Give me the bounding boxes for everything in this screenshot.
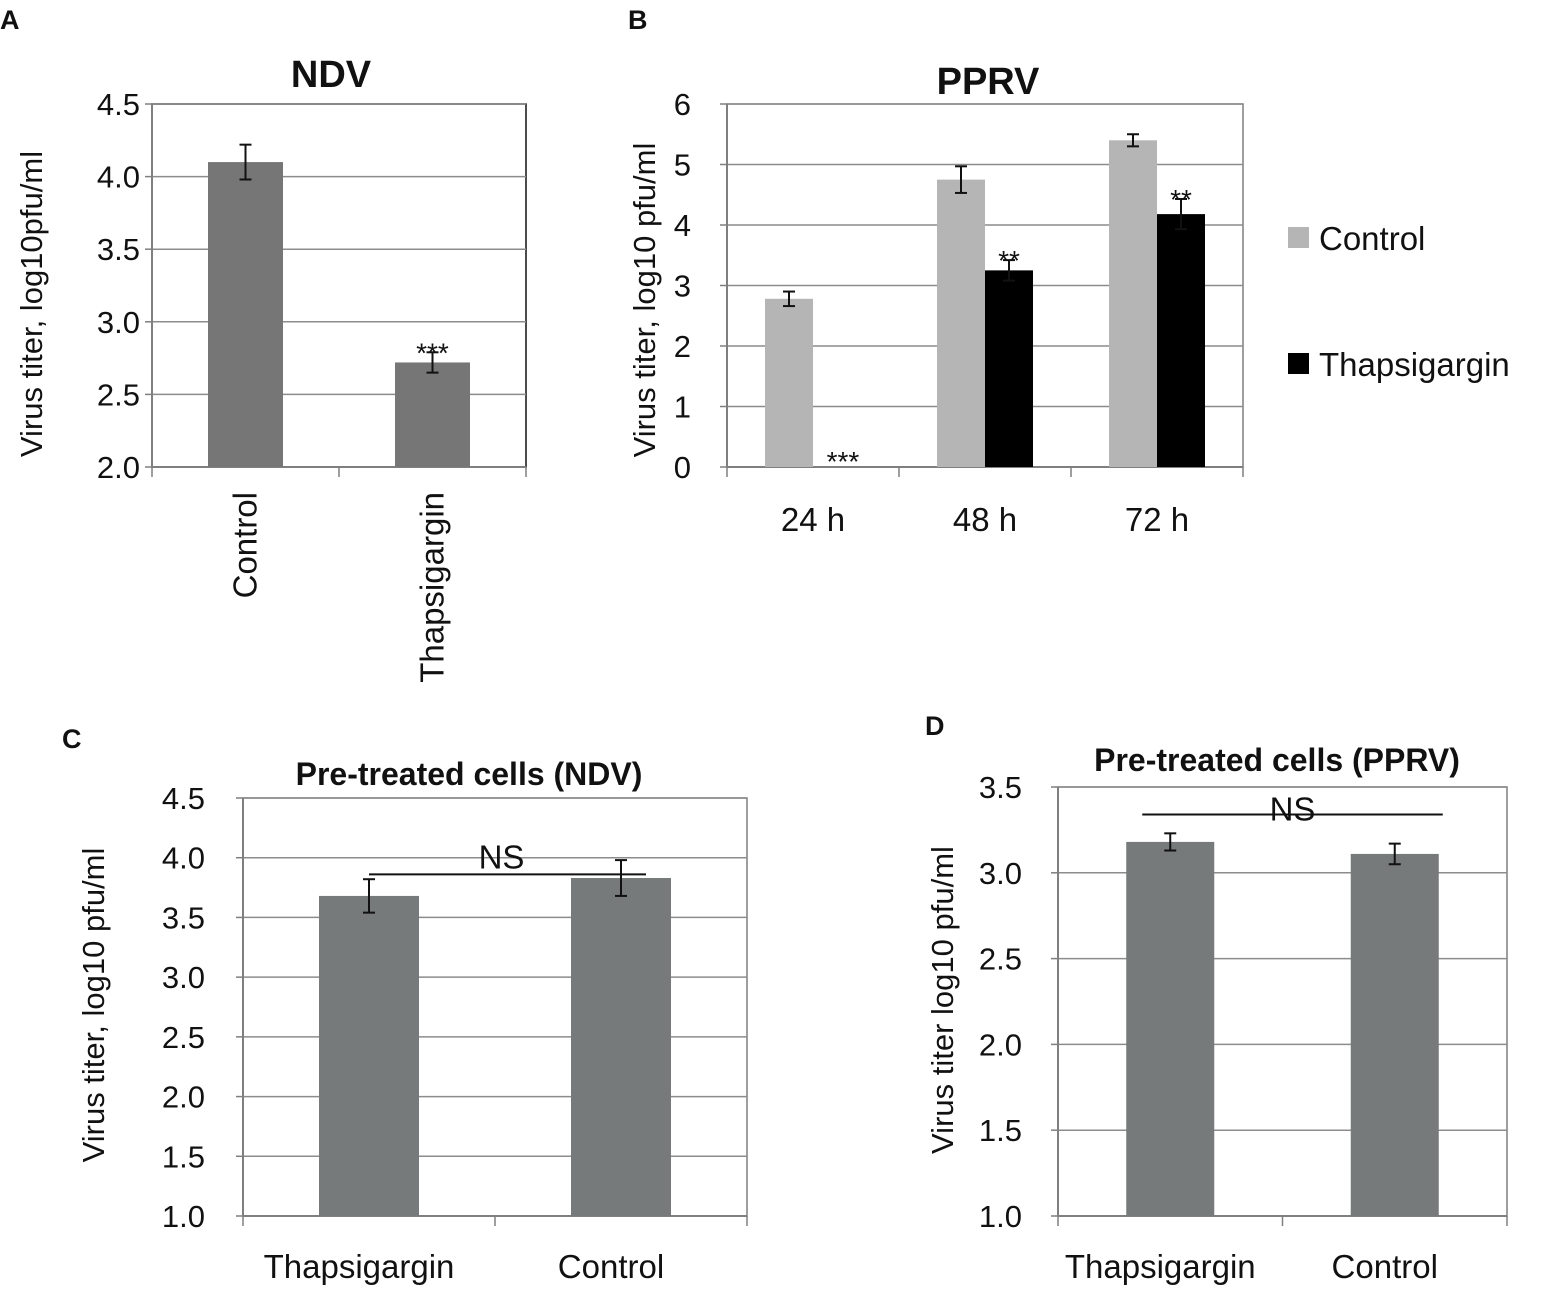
panel-a-bar-virus-titer-thapsigargin <box>395 362 470 467</box>
panel-c-ytick-label-2-0: 2.0 <box>162 1080 205 1115</box>
panel-a-category-label-control: Control <box>227 492 264 598</box>
legend-swatch-thapsigargin <box>1288 353 1309 374</box>
panel-a-significance-virus-titer-thapsigargin: *** <box>416 337 449 368</box>
panel-b-title: PPRV <box>937 61 1040 103</box>
panel-d-y-axis-label: Virus titer log10 pfu/ml <box>925 846 960 1154</box>
panel-d-ytick-label-2-5: 2.5 <box>979 942 1022 977</box>
panel-c-ytick-label-4-5: 4.5 <box>162 781 205 816</box>
panel-c-ytick-label-3-0: 3.0 <box>162 960 205 995</box>
panel-b-category-label-72-h: 72 h <box>1125 501 1189 538</box>
panel-b-category-label-24-h: 24 h <box>781 501 845 538</box>
panel-d-category-label-thapsigargin: Thapsigargin <box>1065 1248 1256 1285</box>
panel-b-significance-thapsigargin-24-h: *** <box>827 446 860 477</box>
panel-c-bar-virus-titer-control <box>571 878 671 1216</box>
panel-b-category-label-48-h: 48 h <box>953 501 1017 538</box>
panel-b-significance-thapsigargin-48-h: ** <box>998 245 1020 276</box>
panel-c-y-axis-label: Virus titer, log10 pfu/ml <box>76 848 111 1163</box>
panel-c-bar-virus-titer-thapsigargin <box>319 895 419 1216</box>
panel-a-ytick-label-3-5: 3.5 <box>97 232 140 267</box>
panel-a-ytick-label-3-0: 3.0 <box>97 305 140 340</box>
panel-d-ytick-label-3-0: 3.0 <box>979 856 1022 891</box>
panel-b-bar-control-72-h <box>1109 140 1157 468</box>
panel-b-ytick-label-3: 3 <box>674 269 691 304</box>
panel-b-ytick-label-4: 4 <box>674 208 691 243</box>
panel-a-y-axis-label: Virus titer, log10pfu/ml <box>14 151 49 457</box>
panel-b-ytick-label-2: 2 <box>674 329 691 364</box>
panel-d-bar-virus-titer-control <box>1350 853 1439 1216</box>
panel-c-title: Pre-treated cells (NDV) <box>296 756 643 792</box>
panel-c-ytick-label-1-0: 1.0 <box>162 1199 205 1234</box>
panel-b-pprv-chart: 0 1 2 3 4 5 6 *** 24 h ** 48 h ** 72 h PPRV Virus tite… <box>627 61 1510 538</box>
panel-letter-a: A <box>0 5 20 35</box>
panel-d-ns-label: NS <box>1270 790 1316 827</box>
panel-a-ytick-label-4-5: 4.5 <box>97 87 140 122</box>
panel-c-ytick-label-4-0: 4.0 <box>162 841 205 876</box>
panel-d-plot-frame <box>1057 786 1508 1217</box>
panel-b-significance-thapsigargin-72-h: ** <box>1170 184 1192 215</box>
panel-d-bar-virus-titer-thapsigargin <box>1126 841 1215 1216</box>
panel-c-category-label-control: Control <box>558 1248 664 1285</box>
panel-b-ytick-label-1: 1 <box>674 390 691 425</box>
panel-d-title: Pre-treated cells (PPRV) <box>1094 742 1460 778</box>
legend-label-thapsigargin: Thapsigargin <box>1319 346 1510 383</box>
legend-swatch-control <box>1288 227 1309 248</box>
panel-c-category-label-thapsigargin: Thapsigargin <box>264 1248 455 1285</box>
panel-b-bar-control-24-h <box>765 298 813 467</box>
panel-d-ytick-label-1-0: 1.0 <box>979 1199 1022 1234</box>
panel-d-category-label-control: Control <box>1332 1248 1438 1285</box>
panel-b-ytick-label-5: 5 <box>674 148 691 183</box>
panel-c-pretreated-ndv-chart: 1.0 1.5 2.0 2.5 3.0 3.5 4.0 4.5 Thapsigargin Cont… <box>76 756 748 1285</box>
panel-c-ns-label: NS <box>479 838 525 875</box>
panel-b-y-axis-label: Virus titer, log10 pfu/ml <box>627 143 662 458</box>
panel-letter-c: C <box>62 724 82 754</box>
panel-c-ytick-label-3-5: 3.5 <box>162 900 205 935</box>
panel-b-bar-thapsigargin-72-h <box>1157 214 1205 467</box>
panel-b-ytick-label-6: 6 <box>674 87 691 122</box>
panel-a-ndv-chart: 2.0 2.5 3.0 3.5 4.0 4.5 Control *** Thapsigargin… <box>14 54 527 683</box>
panel-a-category-label-thapsigargin: Thapsigargin <box>414 492 451 683</box>
panel-letter-d: D <box>925 711 945 741</box>
panel-b-bar-control-48-h <box>937 179 985 467</box>
panel-a-ytick-label-4-0: 4.0 <box>97 160 140 195</box>
panel-d-ytick-label-3-5: 3.5 <box>979 770 1022 805</box>
panel-a-ytick-label-2-0: 2.0 <box>97 450 140 485</box>
panel-a-ytick-label-2-5: 2.5 <box>97 377 140 412</box>
legend-label-control: Control <box>1319 220 1425 257</box>
panel-b-bar-thapsigargin-48-h <box>985 270 1033 467</box>
panel-d-ytick-label-2-0: 2.0 <box>979 1027 1022 1062</box>
panel-a-title: NDV <box>291 54 372 96</box>
panel-a-bar-virus-titer-control <box>208 162 283 467</box>
panel-d-pretreated-pprv-chart: 1.0 1.5 2.0 2.5 3.0 3.5 Thapsigargin Control NS P… <box>925 742 1508 1285</box>
panel-c-ytick-label-2-5: 2.5 <box>162 1020 205 1055</box>
panel-letter-b: B <box>628 5 648 35</box>
panel-c-ytick-label-1-5: 1.5 <box>162 1139 205 1174</box>
panel-d-ytick-label-1-5: 1.5 <box>979 1113 1022 1148</box>
panel-b-ytick-label-0: 0 <box>674 450 691 485</box>
